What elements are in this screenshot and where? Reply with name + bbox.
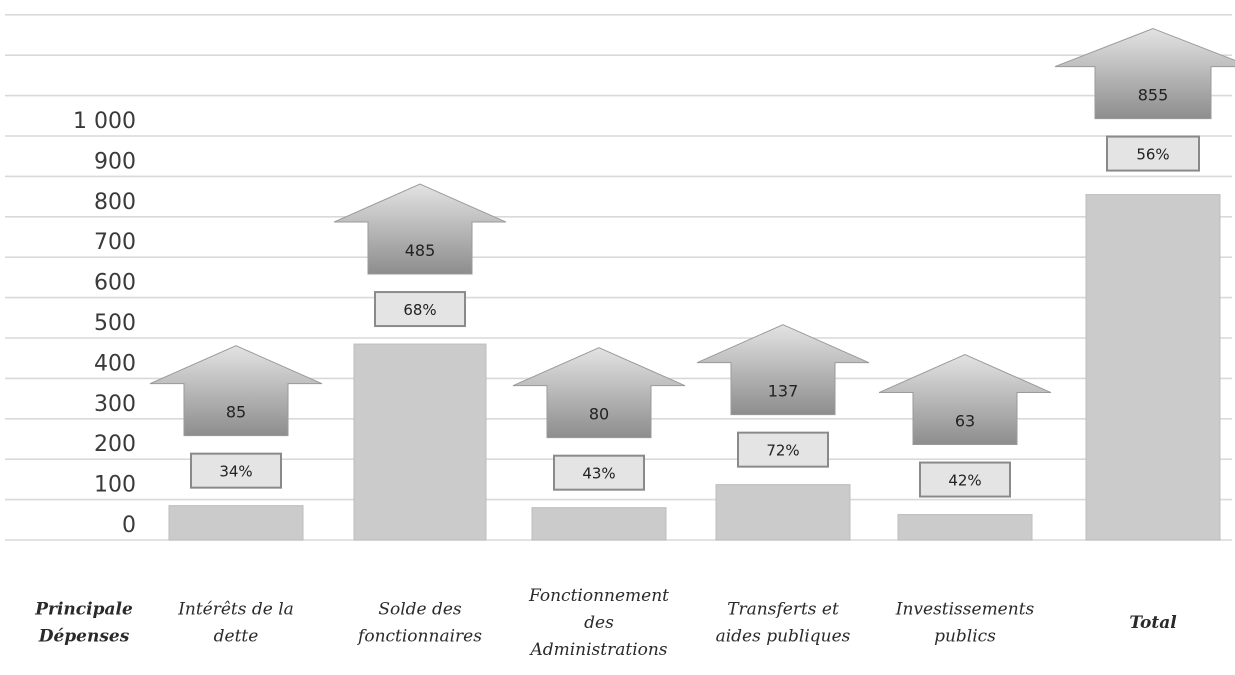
bar bbox=[168, 505, 304, 541]
percent-box bbox=[553, 454, 645, 491]
percent-label: 34% bbox=[219, 463, 252, 481]
x-category-label: Administrations bbox=[528, 640, 667, 660]
percent-box bbox=[1106, 135, 1200, 172]
y-tick-label: 600 bbox=[94, 271, 136, 296]
bar bbox=[897, 514, 1033, 541]
bar bbox=[1085, 194, 1221, 541]
y-tick-label: 300 bbox=[94, 392, 136, 417]
x-category-label: fonctionnaires bbox=[356, 627, 482, 647]
x-category-label: des bbox=[584, 613, 614, 633]
y-tick-label: 700 bbox=[94, 230, 136, 255]
y-tick-label: 800 bbox=[94, 190, 136, 215]
y-tick-label: 400 bbox=[94, 351, 136, 376]
value-label: 85 bbox=[226, 403, 246, 422]
arrow-marker bbox=[878, 354, 1052, 446]
percent-box bbox=[919, 461, 1011, 498]
percent-label: 43% bbox=[582, 465, 615, 483]
percent-box bbox=[374, 291, 466, 328]
axis-header-label: Principale bbox=[34, 600, 133, 620]
x-category-label: dette bbox=[214, 627, 259, 647]
arrow-marker bbox=[696, 324, 870, 416]
percent-label: 42% bbox=[948, 472, 981, 490]
value-label: 485 bbox=[405, 241, 436, 260]
y-axis-ticks: 0 100 200 300 400 500 600 700 800 900 1 000 bbox=[73, 109, 136, 538]
x-category-label: Transferts et bbox=[727, 600, 839, 620]
bar bbox=[531, 507, 667, 541]
percent-label: 68% bbox=[403, 301, 436, 319]
arrow-marker bbox=[149, 345, 323, 437]
arrow-marker bbox=[1054, 28, 1235, 120]
x-category-label: publics bbox=[934, 627, 996, 647]
value-label: 855 bbox=[1138, 86, 1169, 105]
axis-header-label: Dépenses bbox=[38, 627, 130, 647]
x-category-label: Fonctionnement bbox=[528, 586, 669, 606]
x-category-label: Intérêts de la bbox=[177, 600, 294, 620]
y-tick-label: 0 bbox=[122, 513, 136, 538]
x-axis-labels: Principale Dépenses Intérêts de la dette Sol… bbox=[34, 586, 1177, 660]
y-tick-label: 100 bbox=[94, 473, 136, 498]
value-label: 63 bbox=[955, 412, 975, 431]
bars bbox=[168, 194, 1221, 541]
x-category-label: aides publiques bbox=[716, 627, 851, 647]
y-tick-label: 1 000 bbox=[73, 109, 136, 134]
y-tick-label: 900 bbox=[94, 149, 136, 174]
annotations: 34% 85 68% 485 43% 80 72% 137 42% 63 56% 855 bbox=[149, 28, 1235, 498]
x-category-label: Investissements bbox=[895, 600, 1035, 620]
x-category-label: Solde des bbox=[378, 600, 462, 620]
value-label: 137 bbox=[768, 382, 799, 401]
percent-label: 56% bbox=[1136, 146, 1169, 164]
percent-box bbox=[190, 452, 282, 489]
percent-label: 72% bbox=[766, 442, 799, 460]
arrow-marker bbox=[512, 347, 686, 439]
value-label: 80 bbox=[589, 405, 609, 424]
x-category-label: Total bbox=[1129, 613, 1177, 633]
bar bbox=[353, 343, 487, 541]
bar bbox=[715, 484, 851, 541]
arrow-marker bbox=[333, 183, 507, 275]
y-tick-label: 200 bbox=[94, 432, 136, 457]
percent-box bbox=[737, 431, 829, 468]
y-tick-label: 500 bbox=[94, 311, 136, 336]
